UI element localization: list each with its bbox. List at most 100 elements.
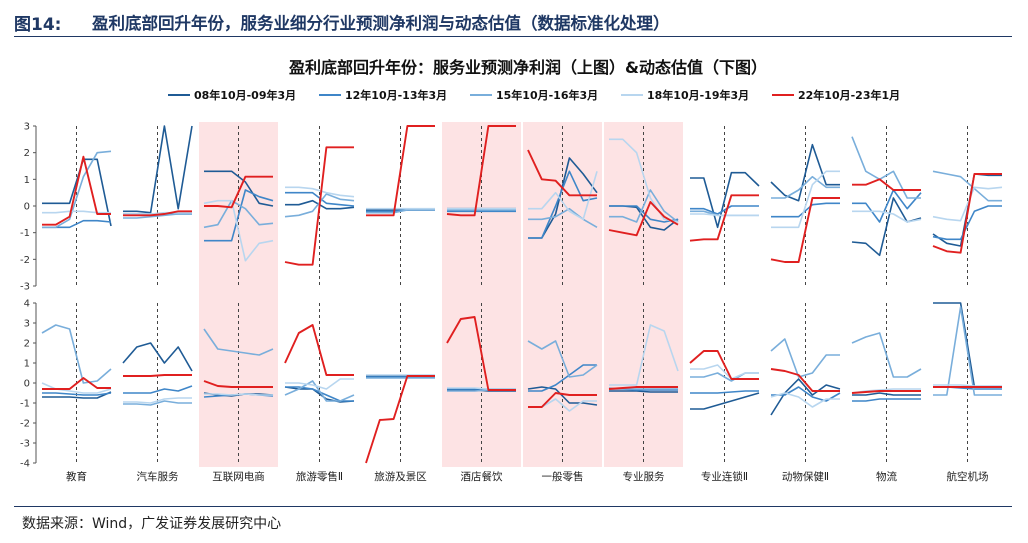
bottom-panel-line-动物保健Ⅱ-series-4 [770, 392, 840, 408]
category-label: 旅游及景区 [374, 470, 427, 483]
top-panel-line-教育-series-5 [42, 155, 111, 226]
top-panel-y-tick-label: 0 [24, 202, 30, 213]
bottom-panel-line-汽车服务-series-3 [123, 400, 192, 406]
bottom-panel-line-教育-series-2 [42, 392, 112, 396]
bottom-panel-line-酒店餐饮-series-4 [447, 387, 516, 390]
bottom-panel-line-专业服务-series-1 [609, 390, 678, 393]
bottom-panel-line-旅游及景区-series-5 [365, 375, 435, 464]
top-panel-line-一般零售-series-3 [528, 207, 598, 228]
bottom-panel-line-教育-series-5 [42, 377, 111, 390]
bottom-panel-line-教育-series-4 [41, 382, 112, 394]
top-panel-line-汽车服务-series-4 [123, 211, 192, 215]
top-panel-line-旅游及景区-series-5 [366, 125, 435, 217]
bottom-panel-line-物流-series-1 [852, 392, 921, 396]
top-panel-line-旅游零售Ⅱ-series-4 [285, 186, 355, 198]
bottom-panel-line-旅游零售Ⅱ-series-3 [284, 380, 355, 402]
bottom-panel-line-航空机场-series-4 [933, 384, 1002, 387]
bottom-panel-line-专业连锁Ⅱ-series-4 [690, 364, 759, 380]
top-panel-line-互联网电商-series-2 [204, 189, 274, 242]
category-label: 教育 [66, 470, 87, 483]
category-label: 物流 [876, 470, 897, 483]
top-panel-line-物流-series-3 [851, 136, 921, 199]
category-label: 动物保健Ⅱ [782, 470, 829, 483]
top-panel-line-汽车服务-series-5 [123, 210, 192, 217]
legend-label: 18年10月-19年3月 [647, 88, 749, 102]
top-panel-line-互联网电商-series-3 [203, 199, 274, 229]
bottom-panel-line-动物保健Ⅱ-series-1 [770, 378, 841, 416]
legend-label: 15年10月-16年3月 [496, 88, 598, 102]
bottom-panel-line-动物保健Ⅱ-series-3 [770, 338, 840, 378]
top-panel-line-教育-series-3 [42, 150, 112, 229]
top-panel-line-航空机场-series-4 [932, 186, 1003, 222]
top-panel-line-专业连锁Ⅱ-series-5 [689, 194, 759, 242]
bottom-panel-line-汽车服务-series-5 [123, 374, 192, 377]
top-panel-line-动物保健Ⅱ-series-2 [771, 202, 840, 218]
top-panel-line-旅游零售Ⅱ-series-5 [284, 146, 354, 266]
bottom-panel-line-酒店餐饮-series-5 [446, 316, 516, 391]
top-panel-line-动物保健Ⅱ-series-4 [771, 170, 840, 229]
bottom-panel-line-互联网电商-series-5 [203, 380, 273, 388]
top-panel-line-专业连锁Ⅱ-series-2 [690, 205, 759, 215]
bottom-panel-line-专业连锁Ⅱ-series-1 [690, 392, 760, 410]
top-panel-line-酒店餐饮-series-5 [446, 125, 516, 217]
bottom-panel-line-物流-series-5 [851, 390, 921, 394]
legend-label: 08年10月-09年3月 [194, 88, 296, 102]
highlight-band [442, 122, 521, 467]
bottom-panel-y-tick-label: -3 [20, 439, 30, 450]
top-panel-line-物流-series-4 [852, 210, 922, 223]
top-panel-line-专业服务-series-5 [608, 201, 679, 237]
category-label: 汽车服务 [137, 470, 179, 483]
highlight-band [199, 122, 278, 467]
top-panel-line-航空机场-series-3 [932, 170, 1002, 202]
bottom-panel-y-tick-label: 3 [24, 319, 30, 330]
source-note: 数据来源：Wind，广发证券发展研究中心 [22, 516, 282, 532]
top-panel-y-tick-label: -2 [20, 255, 30, 266]
bottom-panel-y-tick-label: 1 [24, 359, 30, 370]
bottom-panel-line-互联网电商-series-3 [203, 328, 274, 356]
bottom-panel-y-tick-label: -1 [20, 399, 30, 410]
category-label: 酒店餐饮 [461, 470, 503, 483]
bottom-panel-line-汽车服务-series-4 [123, 397, 192, 404]
top-panel-line-互联网电商-series-5 [204, 175, 273, 209]
top-panel-y-tick-label: 3 [24, 122, 30, 133]
top-panel-line-旅游及景区-series-3 [366, 209, 435, 214]
bottom-panel-y-tick-label: 2 [24, 339, 30, 350]
category-label: 一般零售 [542, 470, 584, 483]
top-panel-line-航空机场-series-5 [932, 173, 1002, 254]
top-panel-line-汽车服务-series-3 [123, 213, 192, 219]
bottom-panel-line-物流-series-3 [851, 332, 922, 378]
top-panel-line-专业连锁Ⅱ-series-1 [690, 171, 760, 229]
bottom-panel-line-旅游零售Ⅱ-series-5 [284, 324, 354, 376]
bottom-panel-line-旅游零售Ⅱ-series-4 [285, 378, 354, 390]
figure-label: 图14: [14, 15, 62, 35]
highlight-band [604, 122, 683, 467]
highlight-band [523, 122, 602, 467]
top-panel-line-互联网电商-series-1 [204, 170, 274, 207]
bottom-panel-line-专业服务-series-4 [609, 324, 679, 386]
top-panel-line-专业服务-series-3 [609, 189, 679, 223]
top-panel-line-专业服务-series-4 [609, 138, 679, 223]
bottom-panel-y-tick-label: -2 [20, 419, 30, 430]
bottom-panel-y-tick-label: -4 [20, 459, 30, 470]
category-label: 互联网电商 [212, 470, 265, 483]
bottom-panel-line-一般零售-series-3 [527, 340, 598, 378]
bottom-panel-y-tick-label: 4 [24, 299, 30, 310]
top-panel-line-物流-series-5 [852, 178, 921, 191]
top-panel-y-tick-label: 2 [24, 148, 30, 159]
top-panel-line-动物保健Ⅱ-series-1 [770, 143, 840, 202]
figure-footer: 数据来源：Wind，广发证券发展研究中心 [14, 506, 1012, 537]
top-panel-line-教育-series-4 [42, 210, 111, 214]
top-panel-line-动物保健Ⅱ-series-3 [771, 175, 840, 199]
legend-label: 12年10月-13年3月 [345, 88, 447, 102]
figure-title: 盈利底部回升年份，服务业细分行业预测净利润与动态估值（数据标准化处理） [92, 14, 670, 33]
bottom-panel-line-旅游零售Ⅱ-series-1 [284, 386, 355, 403]
top-panel-line-动物保健Ⅱ-series-5 [770, 197, 840, 263]
top-panel-y-tick-label: -3 [20, 282, 30, 293]
figure-header: 图14: 盈利底部回升年份，服务业细分行业预测净利润与动态估值（数据标准化处理） [14, 8, 1012, 37]
bottom-panel-line-汽车服务-series-2 [123, 385, 193, 394]
bottom-panel-y-tick-label: 0 [24, 379, 30, 390]
bottom-panel-line-教育-series-3 [41, 324, 112, 384]
legend-label: 22年10月-23年1月 [798, 88, 900, 102]
top-panel-line-航空机场-series-2 [932, 205, 1002, 241]
